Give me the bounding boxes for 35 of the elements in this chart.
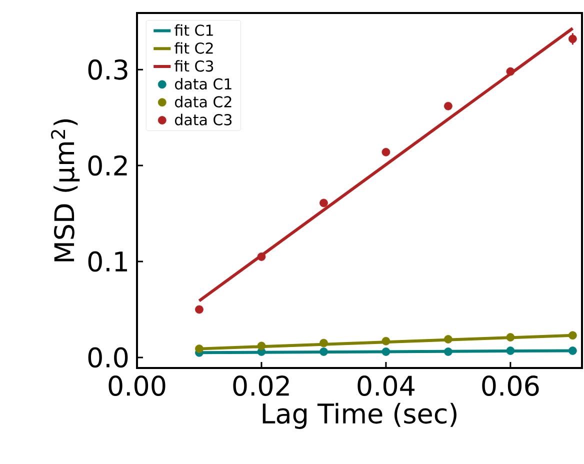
point [257,252,266,261]
x-tick-label: 0.00 [108,376,166,396]
y-tick-label: 0.0 [88,347,128,368]
point [568,346,577,355]
point [195,305,204,314]
point [382,336,390,346]
point [568,331,577,340]
point [506,346,515,355]
y-axis-title: MSD (μm$^{2}$) [50,119,80,262]
legend-label: fit C3 [174,60,214,72]
x-tick-label: 0.04 [358,376,414,396]
point [506,67,515,76]
y-tick-label: 0.3 [88,59,128,80]
point [320,338,328,348]
point [444,102,452,110]
point [382,148,390,156]
y-tick-label: 0.2 [88,155,127,176]
legend-label: data C2 [175,96,232,108]
point [382,347,390,356]
point [195,344,204,354]
legend-label: fit C1 [174,24,213,36]
point [320,347,328,356]
x-axis-title: Lag Time (sec) [262,402,456,429]
point [257,342,266,350]
legend-label: data C1 [175,78,232,90]
legend-label: fit C2 [174,42,213,54]
point [506,333,515,342]
point [444,347,452,356]
legend-label: data C3 [175,114,232,126]
point [568,34,577,44]
x-tick-label: 0.06 [482,376,539,396]
point [320,198,328,208]
point [444,335,452,344]
x-tick-label: 0.02 [233,376,289,396]
y-tick-label: 0.1 [88,251,127,272]
